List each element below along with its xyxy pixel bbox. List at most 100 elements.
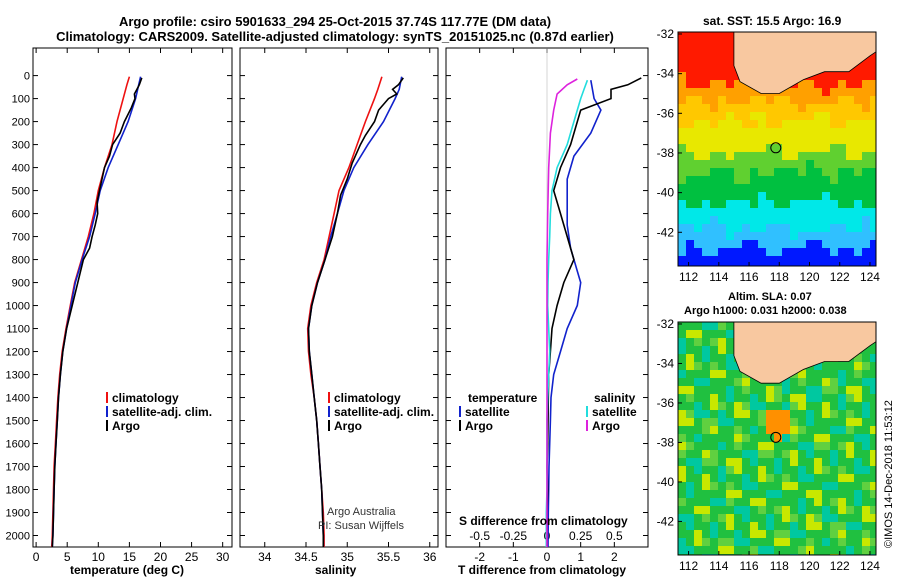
map-cell [694, 402, 702, 410]
map-cell [790, 474, 798, 482]
map-cell [742, 418, 750, 426]
map-cell [718, 490, 726, 498]
map-cell [678, 378, 686, 386]
map-cell [702, 546, 710, 554]
map-cell [678, 386, 686, 394]
map-cell [862, 514, 870, 522]
map-cell [734, 184, 742, 192]
map-cell [806, 176, 814, 184]
xtick-label-sal: 35 [341, 550, 355, 564]
map-cell [718, 256, 726, 264]
map-cell [734, 498, 742, 506]
map-cell [830, 506, 838, 514]
map-cell [766, 200, 774, 208]
map-cell [694, 538, 702, 546]
stick-label: -0.25 [500, 529, 528, 543]
map-cell [814, 144, 822, 152]
map-cell [774, 224, 782, 232]
map-cell [782, 200, 790, 208]
map-cell [814, 192, 822, 200]
map-cell [870, 104, 876, 112]
xtick-label-temp: 20 [154, 550, 168, 564]
map-cell [766, 498, 774, 506]
map-frame [677, 31, 877, 267]
map-cell [726, 152, 734, 160]
map-cell [838, 402, 846, 410]
argo-australia-label: Argo Australia [327, 506, 396, 518]
depth-tick-label: 700 [12, 232, 30, 244]
map-cell [854, 112, 862, 120]
map-cell [782, 176, 790, 184]
map-cell [774, 104, 782, 112]
map-cell [814, 498, 822, 506]
map-cell [758, 394, 766, 402]
map-cell [726, 224, 734, 232]
map-cell [798, 522, 806, 530]
map-cell [678, 184, 686, 192]
map-cell [798, 434, 806, 442]
map-cell [846, 474, 854, 482]
map-cell [702, 176, 710, 184]
map-cell [838, 466, 846, 474]
map-cell [790, 248, 798, 256]
map-cell [822, 386, 830, 394]
map-cell [806, 490, 814, 498]
map-cell [782, 248, 790, 256]
map-xtick-label: 114 [709, 270, 728, 284]
series-line-sal-0 [306, 76, 383, 547]
map-cell [726, 128, 734, 136]
sdiff-xlabel: S difference from climatology [459, 514, 628, 528]
map-cell [702, 450, 710, 458]
sla-map-title-line2: Argo h1000: 0.031 h2000: 0.038 [684, 305, 847, 317]
map-cell [734, 88, 742, 96]
map-cell [702, 530, 710, 538]
map-cell [758, 112, 766, 120]
map-cell [694, 522, 702, 530]
map-cell [870, 354, 876, 362]
map-cell [734, 224, 742, 232]
map-cell [814, 538, 822, 546]
map-cell [830, 192, 838, 200]
map-cell [870, 144, 876, 152]
map-cell [686, 418, 694, 426]
map-cell [766, 216, 774, 224]
map-cell [854, 450, 862, 458]
legend-salinity-title: salinity [594, 391, 636, 405]
map-cell [710, 136, 718, 144]
map-cell [734, 80, 742, 88]
map-cell [814, 514, 822, 522]
map-cell [686, 80, 694, 88]
map-cell [694, 256, 702, 264]
argo-position-marker [770, 142, 782, 154]
map-cell [822, 434, 830, 442]
map-cell [870, 72, 876, 80]
map-cell [694, 80, 702, 88]
map-cell [734, 410, 742, 418]
map-cell [870, 224, 876, 232]
map-cell [870, 378, 876, 386]
map-cell [742, 450, 750, 458]
map-cell [830, 256, 838, 264]
map-cell [814, 128, 822, 136]
map-cell [846, 88, 854, 96]
map-cell [854, 264, 862, 266]
map-cell [846, 466, 854, 474]
map-cell [838, 362, 846, 370]
map-cell [710, 482, 718, 490]
map-cell [774, 442, 782, 450]
map-cell [766, 176, 774, 184]
map-cell [870, 160, 876, 168]
map-frame [677, 321, 877, 556]
map-cell [686, 498, 694, 506]
map-cell [766, 224, 774, 232]
map-cell [694, 152, 702, 160]
map-cell [774, 128, 782, 136]
map-cell [726, 354, 734, 362]
map-cell [862, 256, 870, 264]
map-cell [790, 378, 798, 386]
depth-tick-label: 2000 [6, 531, 30, 543]
map-cell [798, 546, 806, 554]
map-cell [814, 88, 822, 96]
map-cell [758, 104, 766, 112]
map-cell [742, 256, 750, 264]
